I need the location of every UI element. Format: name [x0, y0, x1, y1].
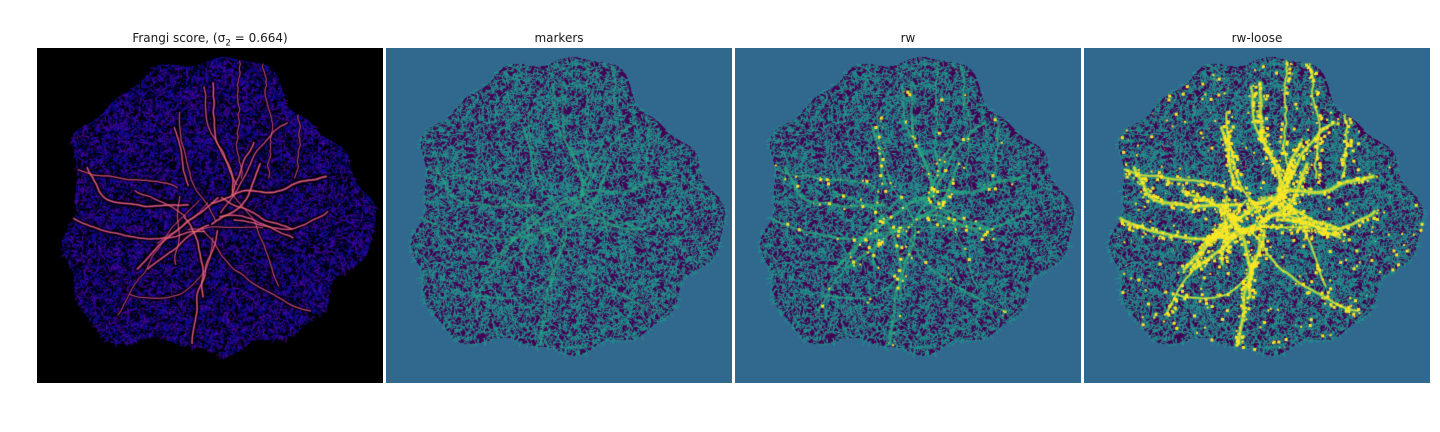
- panel-frangi-image: [37, 48, 383, 383]
- panel-rw-image: [735, 48, 1081, 383]
- frangi-title-subscript: 2: [225, 38, 231, 49]
- rw-image: [735, 48, 1081, 383]
- panel-title-markers: markers: [386, 30, 732, 46]
- rw-loose-title-text: rw-loose: [1231, 31, 1283, 45]
- markers-image: [386, 48, 732, 383]
- panel-title-rw: rw: [735, 30, 1081, 46]
- panel-markers-image: [386, 48, 732, 383]
- panel-rw-loose-image: [1084, 48, 1430, 383]
- panel-title-rw-loose: rw-loose: [1084, 30, 1430, 46]
- frangi-title-text: Frangi score, (σ: [132, 31, 226, 45]
- frangi-title-tail: = 0.664): [230, 31, 288, 45]
- rw-loose-image: [1084, 48, 1430, 383]
- rw-title-text: rw: [900, 31, 916, 45]
- frangi-score-image: [37, 48, 383, 383]
- markers-title-text: markers: [534, 31, 584, 45]
- panel-title-frangi: Frangi score, (σ2 = 0.664): [37, 30, 383, 49]
